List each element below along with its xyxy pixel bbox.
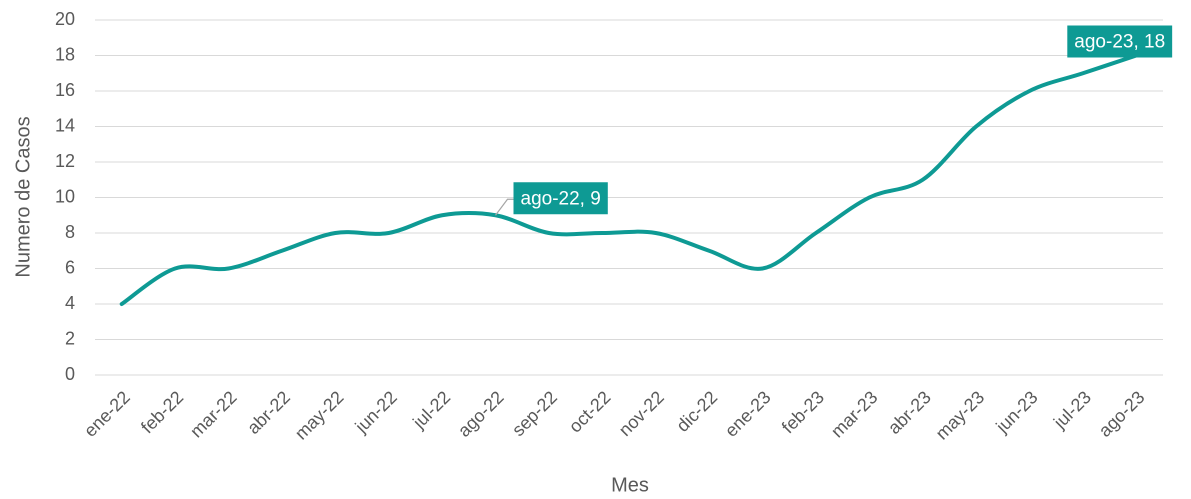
x-tick-label: jul-23: [1049, 387, 1095, 433]
x-tick-label: feb-23: [778, 387, 828, 437]
y-tick-label: 10: [55, 186, 75, 206]
line: [119, 53, 1139, 306]
x-tick-label: feb-22: [137, 387, 187, 437]
y-tick-label: 14: [55, 115, 75, 135]
data-label: ago-22, 9: [521, 188, 601, 209]
x-tick-label: oct-22: [565, 387, 615, 437]
data-label: ago-23, 18: [1074, 32, 1165, 53]
leader-line: [495, 198, 514, 216]
x-tick-label: ago-22: [454, 387, 508, 441]
data-label-box: [513, 182, 608, 215]
y-tick-label: 2: [65, 328, 75, 348]
x-tick-label: jul-22: [408, 387, 454, 433]
y-tick-label: 4: [65, 293, 75, 313]
y-tick-label: 12: [55, 151, 75, 171]
y-tick-label: 8: [65, 222, 75, 242]
y-tick-label: 18: [55, 44, 75, 64]
y-tick-label: 0: [65, 364, 75, 384]
x-tick-label: jun-23: [991, 387, 1041, 437]
x-tick-label: abr-23: [884, 387, 935, 438]
x-tick-label: nov-22: [615, 387, 668, 440]
y-tick-label: 16: [55, 80, 75, 100]
x-tick-label: ene-22: [80, 387, 134, 441]
x-tick-label: may-23: [932, 387, 989, 444]
x-tick-label: mar-22: [186, 387, 240, 441]
x-tick-label: jun-22: [351, 387, 401, 437]
y-tick-label: 6: [65, 257, 75, 277]
x-tick-label: abr-22: [243, 387, 294, 438]
data-label-box: [1067, 25, 1173, 58]
y-axis-label: Numero de Casos: [12, 116, 34, 277]
x-axis-label: Mes: [611, 474, 649, 496]
x-tick-label: sep-22: [508, 387, 561, 440]
y-tick-label: 20: [55, 9, 75, 29]
x-tick-label: may-22: [291, 387, 348, 444]
x-tick-label: ene-23: [721, 387, 775, 441]
x-tick-label: mar-23: [827, 387, 881, 441]
x-tick-label: dic-22: [672, 387, 721, 436]
x-tick-label: ago-23: [1095, 387, 1149, 441]
